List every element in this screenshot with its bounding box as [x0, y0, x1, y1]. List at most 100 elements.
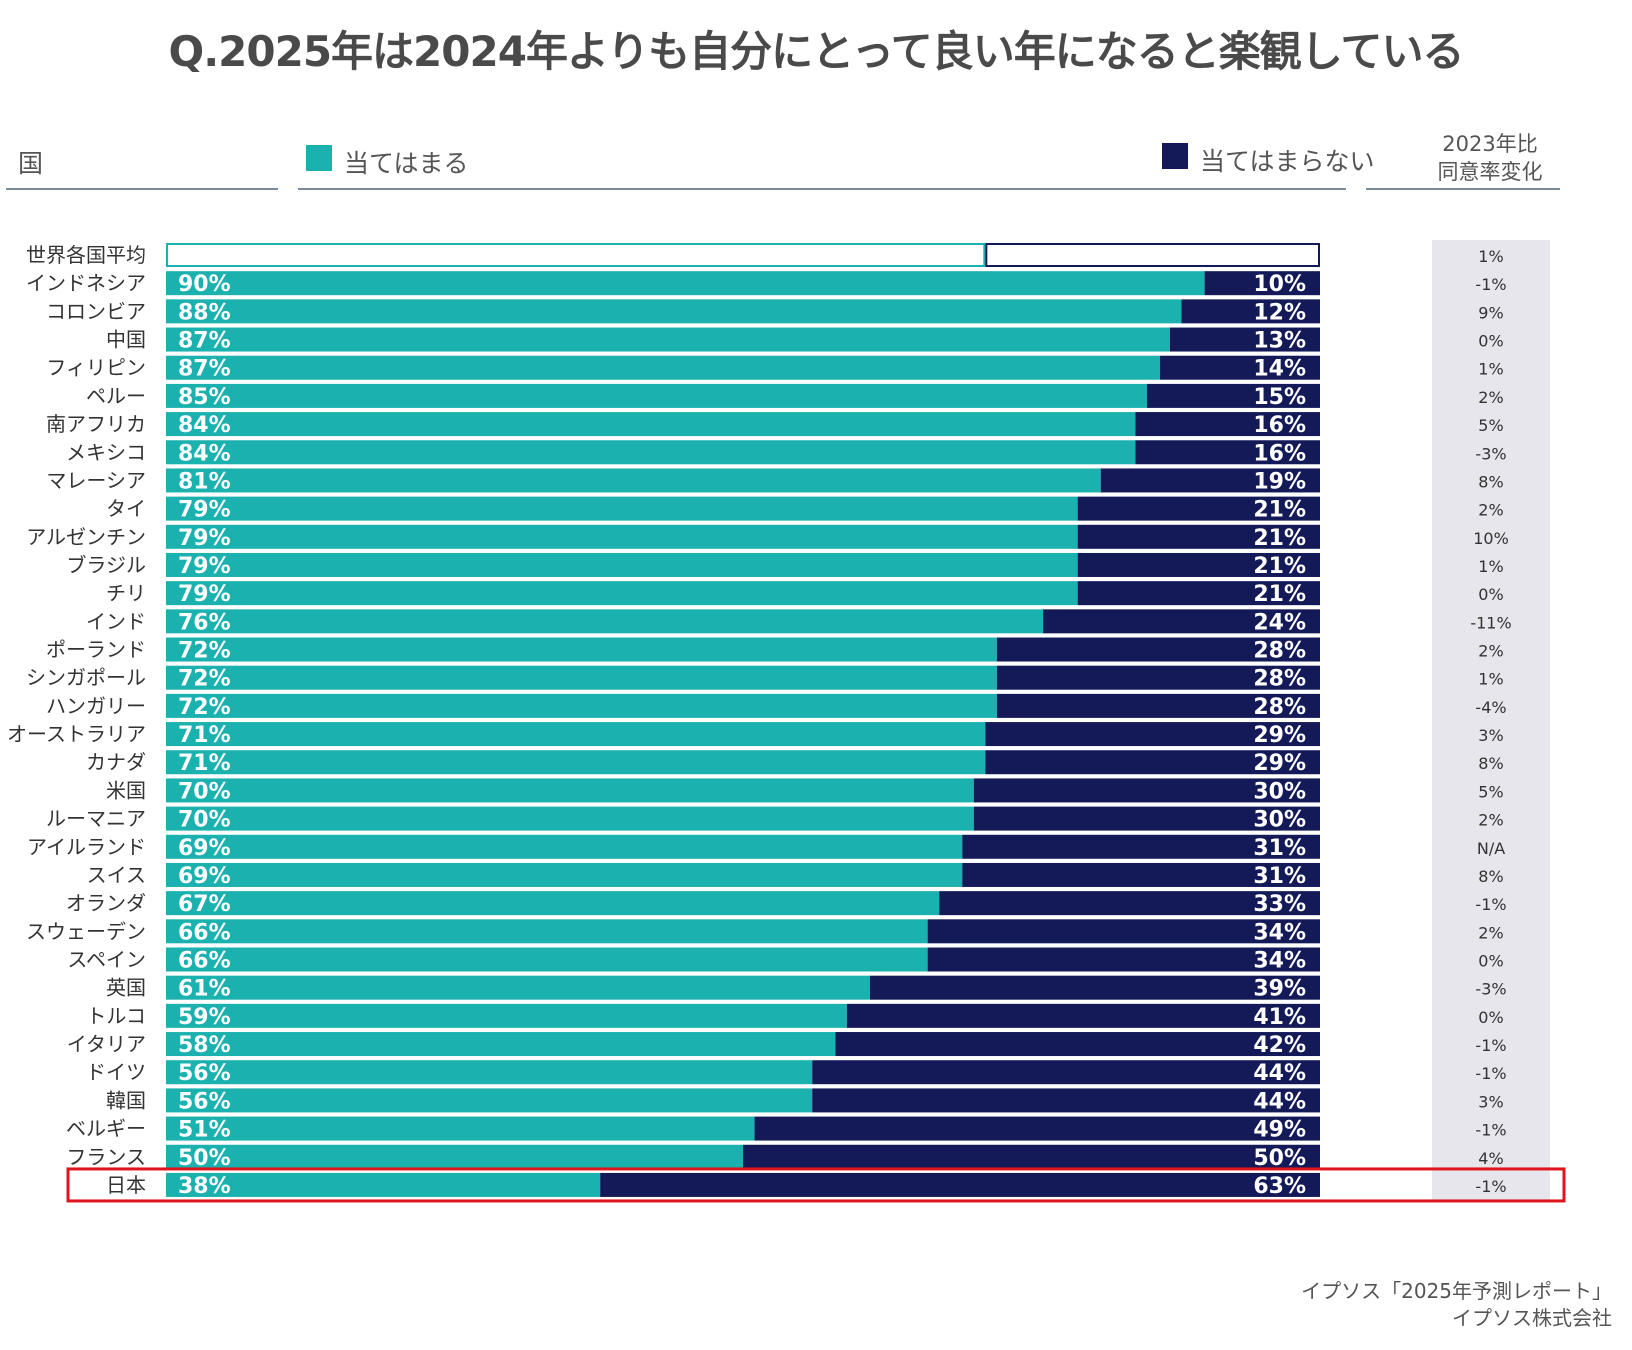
bar-disagree — [962, 834, 1320, 859]
header-divider-country — [6, 188, 278, 190]
change-column-background — [1432, 240, 1550, 1200]
data-label-disagree: 14% — [1253, 357, 1306, 382]
country-label: コロンビア — [46, 299, 146, 323]
bar-disagree — [996, 665, 1320, 690]
bar-agree — [166, 975, 870, 1000]
bar-agree — [166, 271, 1205, 296]
country-label: 英国 — [106, 976, 146, 1000]
change-value: 2% — [1478, 923, 1503, 942]
country-label: アイルランド — [27, 835, 146, 859]
change-value: 2% — [1478, 388, 1503, 407]
country-label: ハンガリー — [46, 694, 146, 718]
bar-disagree — [1077, 581, 1320, 606]
data-label-agree: 59% — [178, 1005, 231, 1030]
bar-agree — [166, 722, 986, 747]
data-label-disagree: 31% — [1253, 836, 1306, 861]
bar-agree — [166, 778, 974, 803]
change-value: 1% — [1478, 557, 1503, 576]
bar-agree — [166, 1003, 847, 1028]
data-label-agree: 70% — [178, 808, 231, 833]
country-label: シンガポール — [26, 666, 146, 690]
data-label-disagree: 39% — [1253, 977, 1306, 1002]
change-value: -1% — [1475, 1036, 1506, 1055]
data-label-agree: 72% — [178, 639, 231, 664]
bar-disagree — [927, 919, 1320, 944]
bar-agree — [166, 1060, 813, 1085]
bar-disagree — [1160, 355, 1320, 380]
data-label-disagree: 30% — [1253, 808, 1306, 833]
bar-agree — [166, 355, 1161, 380]
country-label: イタリア — [67, 1032, 146, 1056]
bar-agree — [166, 609, 1044, 634]
data-label-disagree: 10% — [1253, 272, 1306, 297]
country-label: ペルー — [86, 384, 146, 408]
data-label-agree: 50% — [178, 1146, 231, 1171]
change-value: 1% — [1478, 247, 1503, 266]
bar-agree — [166, 862, 963, 887]
data-label-agree: 38% — [178, 1174, 231, 1199]
change-value: 8% — [1478, 867, 1503, 886]
change-value: 4% — [1478, 1149, 1503, 1168]
bar-agree — [166, 440, 1136, 465]
change-value: 3% — [1478, 726, 1503, 745]
country-label: ブラジル — [66, 553, 146, 577]
country-label: アルゼンチン — [26, 525, 146, 549]
data-label-agree: 79% — [178, 554, 231, 579]
data-label-agree: 88% — [178, 300, 231, 325]
change-value: -1% — [1475, 1064, 1506, 1083]
country-label: ベルギー — [66, 1117, 146, 1141]
data-label-disagree: 24% — [1253, 610, 1306, 635]
country-label: インド — [86, 609, 146, 633]
data-label-agree: 58% — [178, 1033, 231, 1058]
data-label-disagree: 16% — [1253, 413, 1306, 438]
bar-disagree — [846, 1003, 1320, 1028]
data-label-agree: 56% — [178, 1089, 231, 1114]
country-label: マレーシア — [46, 468, 146, 492]
change-value: -4% — [1475, 698, 1506, 717]
country-label: オランダ — [66, 891, 146, 915]
bar-disagree — [1204, 271, 1320, 296]
bar-agree — [166, 1088, 813, 1113]
data-label-disagree: 16% — [1253, 441, 1306, 466]
bar-agree — [166, 412, 1136, 437]
bar-agree — [166, 891, 940, 916]
bar-agree — [166, 693, 997, 718]
bar-agree — [166, 947, 928, 972]
change-header-line1: 2023年比 — [1442, 132, 1538, 156]
bar-disagree — [1169, 327, 1320, 352]
bar-agree — [166, 1144, 743, 1169]
data-label-disagree: 44% — [1253, 1089, 1306, 1114]
data-label-agree: 76% — [178, 610, 231, 635]
bar-agree — [166, 552, 1078, 577]
change-value: 10% — [1473, 529, 1509, 548]
data-label-agree: 79% — [178, 582, 231, 607]
bar-agree — [166, 834, 963, 859]
change-value: 8% — [1478, 754, 1503, 773]
change-value: -1% — [1475, 275, 1506, 294]
country-label: 中国 — [106, 328, 146, 352]
bar-agree — [166, 383, 1147, 408]
change-column-header: 2023年比 同意率変化 — [1370, 130, 1610, 186]
change-value: 3% — [1478, 1092, 1503, 1111]
country-label: 韓国 — [106, 1088, 146, 1112]
bar-disagree — [996, 637, 1320, 662]
data-label-agree: 51% — [178, 1118, 231, 1143]
change-value: 1% — [1478, 670, 1503, 689]
data-label-disagree: 30% — [1253, 779, 1306, 804]
stacked-bar-chart: 世界各国平均 71% 29% 1% インドネシア 90% 10% -1% コロンビア 88% 12%… — [7, 240, 1566, 1203]
data-label-agree: 87% — [178, 357, 231, 382]
bar-disagree — [743, 1144, 1320, 1169]
bar-agree — [166, 637, 997, 662]
change-value: 0% — [1478, 332, 1503, 351]
source-line1: イプソス「2025年予測レポート」 — [1301, 1279, 1612, 1303]
data-label-agree: 84% — [178, 441, 231, 466]
bar-disagree — [754, 1116, 1320, 1141]
bar-disagree — [1100, 468, 1320, 493]
country-label: スウェーデン — [26, 919, 146, 943]
source-note: イプソス「2025年予測レポート」 イプソス株式会社 — [1301, 1278, 1612, 1332]
bar-disagree — [973, 778, 1320, 803]
bar-agree — [166, 299, 1182, 324]
data-label-disagree: 28% — [1253, 639, 1306, 664]
country-label: チリ — [106, 581, 146, 605]
data-label-agree: 87% — [178, 329, 231, 354]
